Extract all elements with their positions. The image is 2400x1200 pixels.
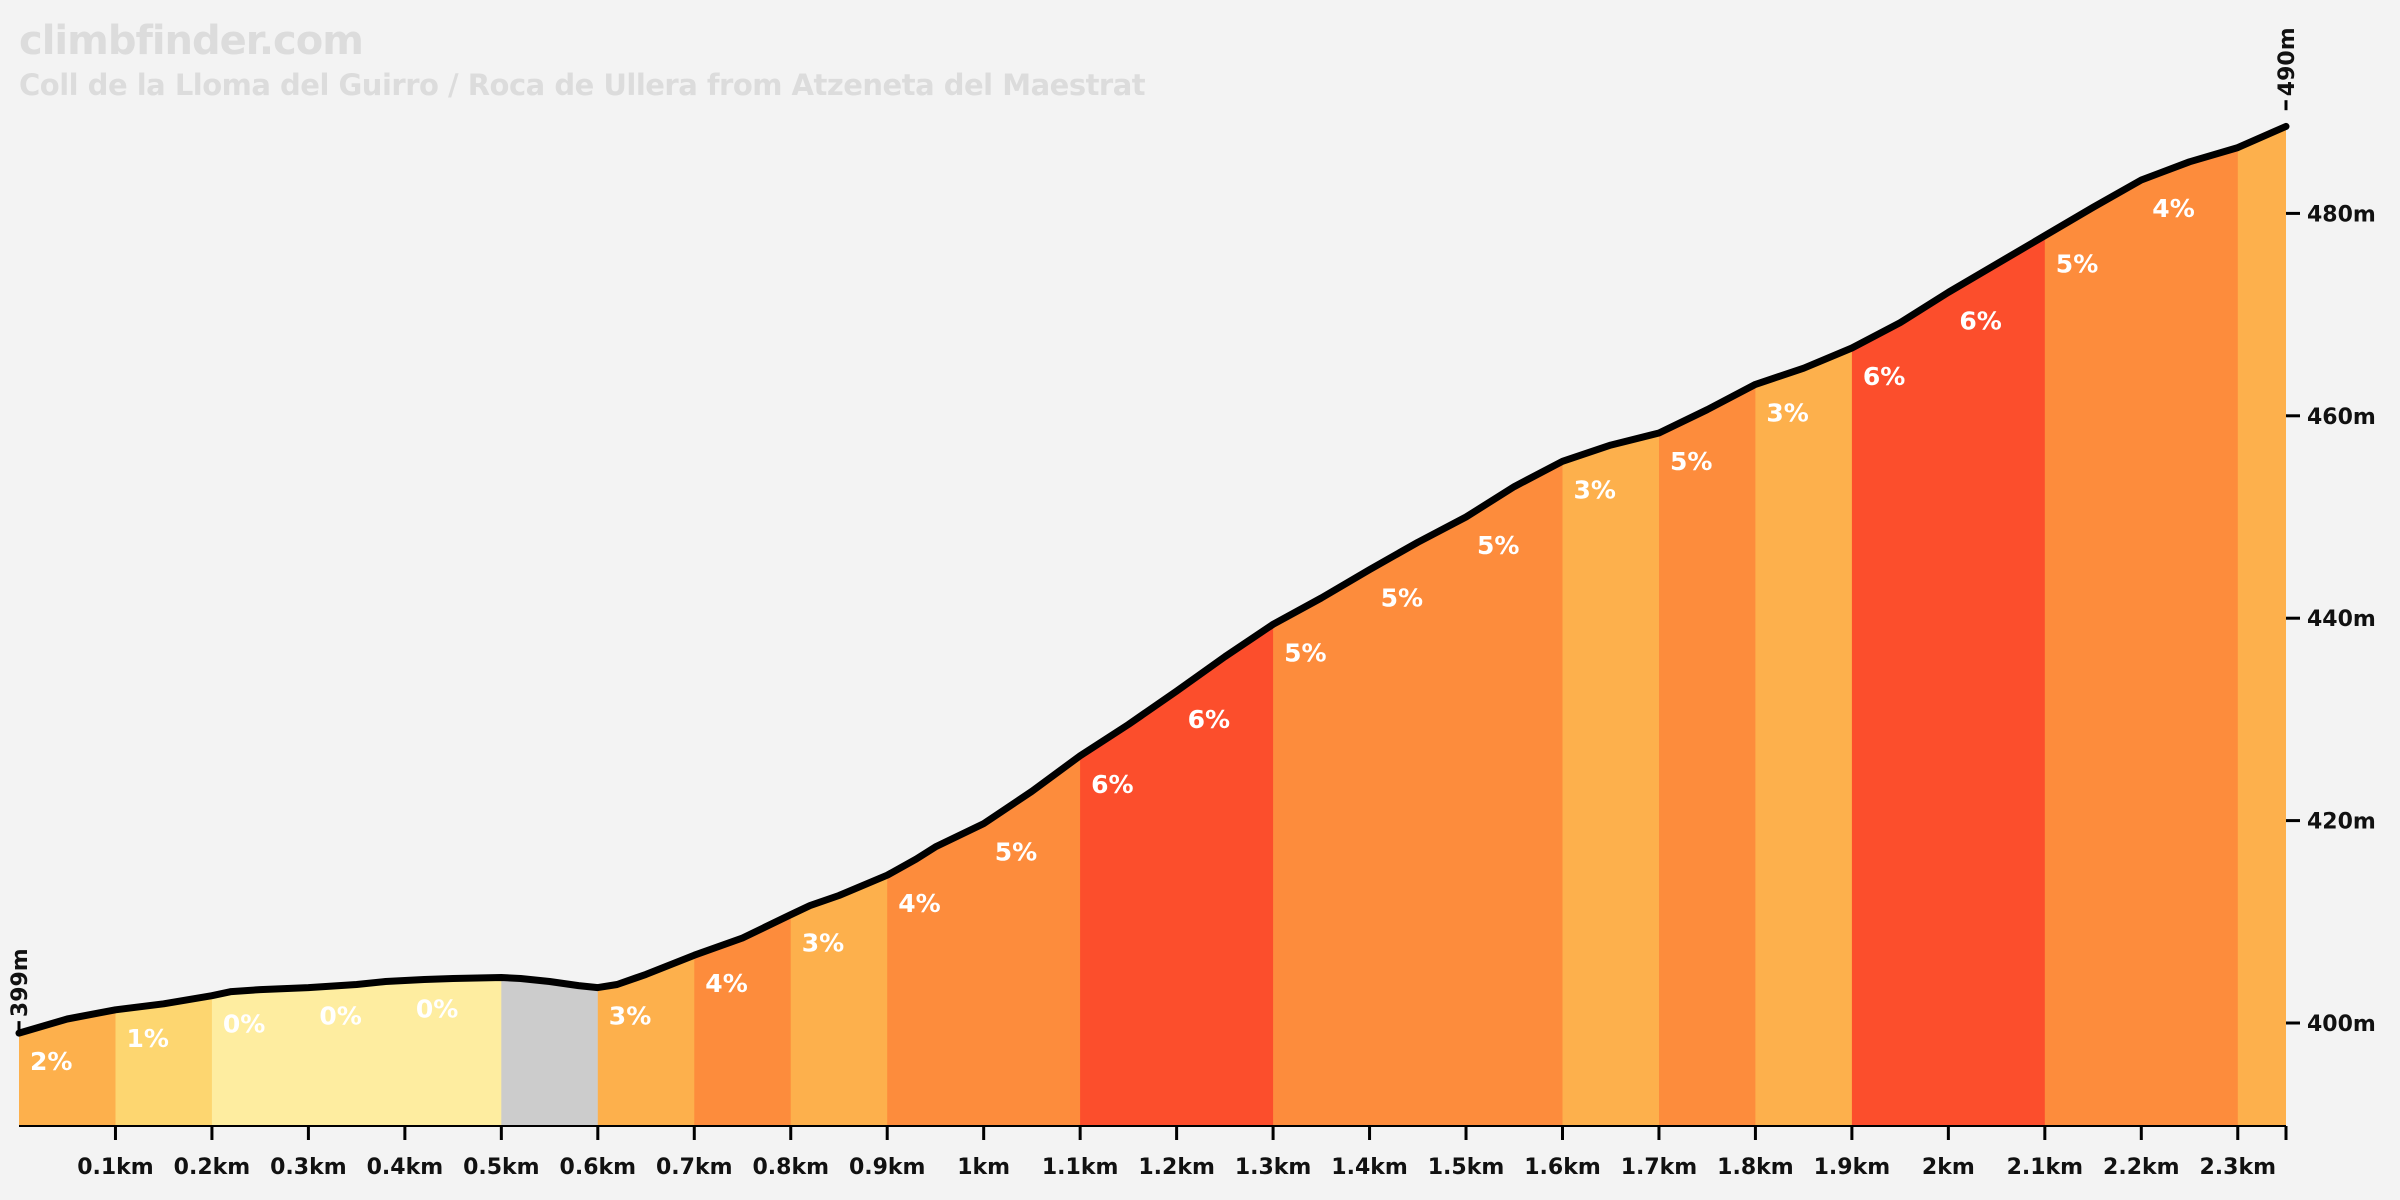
x-tick-label-11: 1.2km (1138, 1155, 1215, 1180)
x-tick-label-4: 0.5km (463, 1155, 540, 1180)
segment-grade-label-17: 5% (1670, 447, 1712, 476)
segment-grade-label-11: 6% (1091, 770, 1133, 799)
segment-grade-label-13: 5% (1284, 638, 1326, 667)
x-tick-label-18: 1.9km (1814, 1155, 1891, 1180)
end-elevation-label: 490m (2275, 27, 2300, 96)
segment-bar-9 (887, 126, 985, 1126)
segment-grade-label-22: 4% (2152, 194, 2194, 223)
segment-labels: 2% 1% 0% 0% 0% 3% 4% 3% 4% 5% 6% 6% 5% 5% 5% 3% 5% 3% 6% 6%… (30, 194, 2195, 1076)
start-elevation-label: 399m (8, 948, 33, 1017)
segment-bar-5 (501, 126, 599, 1126)
segment-grade-label-16: 3% (1574, 475, 1616, 504)
x-tick-label-22: 2.3km (2200, 1155, 2277, 1180)
x-tick-label-5: 0.6km (560, 1155, 637, 1180)
segment-bar-3 (308, 126, 406, 1126)
x-tick-label-9: 1km (957, 1155, 1010, 1180)
segment-bar-18 (1755, 126, 1853, 1126)
segment-grade-label-21: 5% (2056, 250, 2098, 279)
segment-grade-label-1: 1% (127, 1024, 169, 1053)
x-tick-label-20: 2.1km (2007, 1155, 2084, 1180)
segment-bar-4 (404, 126, 502, 1126)
segment-bar-16 (1562, 126, 1660, 1126)
segment-grade-label-14: 5% (1381, 584, 1423, 613)
x-tick-label-3: 0.4km (367, 1155, 444, 1180)
x-tick-label-17: 1.8km (1717, 1155, 1794, 1180)
segment-bar-15 (1466, 126, 1564, 1126)
y-tick-label-0: 400m (2307, 1012, 2376, 1037)
x-tick-label-12: 1.3km (1235, 1155, 1312, 1180)
segment-bar-17 (1659, 126, 1757, 1126)
segment-bar-20 (1948, 126, 2046, 1126)
x-tick-label-16: 1.7km (1621, 1155, 1698, 1180)
segment-grade-label-19: 6% (1863, 362, 1905, 391)
gradient-segments (19, 126, 2286, 1126)
x-tick-label-14: 1.5km (1428, 1155, 1505, 1180)
chart-title: Coll de la Lloma del Guirro / Roca de Ul… (19, 68, 1146, 102)
site-watermark: climbfinder.com (19, 18, 364, 64)
segment-grade-label-18: 3% (1766, 398, 1808, 427)
y-tick-label-2: 440m (2307, 607, 2376, 632)
segment-grade-label-20: 6% (1959, 306, 2001, 335)
y-tick-label-3: 460m (2307, 405, 2376, 430)
x-tick-label-15: 1.6km (1524, 1155, 1601, 1180)
segment-grade-label-3: 0% (319, 1002, 361, 1031)
segment-grade-label-9: 4% (898, 889, 940, 918)
y-tick-label-1: 420m (2307, 810, 2376, 835)
segment-bar-0 (19, 126, 117, 1126)
segment-bar-21 (2044, 126, 2142, 1126)
x-tick-label-19: 2km (1922, 1155, 1975, 1180)
x-tick-label-1: 0.2km (174, 1155, 251, 1180)
segment-grade-label-10: 5% (995, 838, 1037, 867)
x-tick-label-13: 1.4km (1331, 1155, 1408, 1180)
segment-grade-label-15: 5% (1477, 531, 1519, 560)
segment-bar-2 (211, 126, 309, 1126)
y-tick-label-4: 480m (2307, 202, 2376, 227)
x-tick-label-6: 0.7km (656, 1155, 733, 1180)
elevation-line (15, 122, 2290, 1037)
segment-grade-label-6: 3% (609, 1002, 651, 1031)
x-axis: 0.1km 0.2km 0.3km 0.4km 0.5km 0.6km 0.7km 0.8km… (19, 1125, 2288, 1180)
x-tick-label-7: 0.8km (752, 1155, 829, 1180)
x-tick-label-21: 2.2km (2103, 1155, 2180, 1180)
segment-bar-10 (983, 126, 1081, 1126)
segment-grade-label-2: 0% (223, 1010, 265, 1039)
segment-grade-label-8: 3% (802, 929, 844, 958)
segment-bar-11 (1080, 126, 1178, 1126)
segment-bar-8 (790, 126, 888, 1126)
segment-bar-23 (2237, 126, 2286, 1126)
segment-bar-13 (1273, 126, 1371, 1126)
segment-bar-6 (597, 126, 695, 1126)
segment-grade-label-4: 0% (416, 995, 458, 1024)
segment-bar-1 (115, 126, 213, 1126)
segment-grade-label-12: 6% (1188, 705, 1230, 734)
x-tick-label-2: 0.3km (270, 1155, 347, 1180)
segment-grade-label-0: 2% (30, 1047, 72, 1076)
y-axis: 400m 420m 440m 460m 480m (2286, 202, 2376, 1037)
x-tick-label-10: 1.1km (1042, 1155, 1119, 1180)
segment-bar-22 (2141, 126, 2239, 1126)
x-tick-label-0: 0.1km (77, 1155, 154, 1180)
x-tick-label-8: 0.9km (849, 1155, 926, 1180)
segment-grade-label-7: 4% (705, 969, 747, 998)
segment-bar-12 (1176, 126, 1274, 1126)
segment-bar-19 (1851, 126, 1949, 1126)
